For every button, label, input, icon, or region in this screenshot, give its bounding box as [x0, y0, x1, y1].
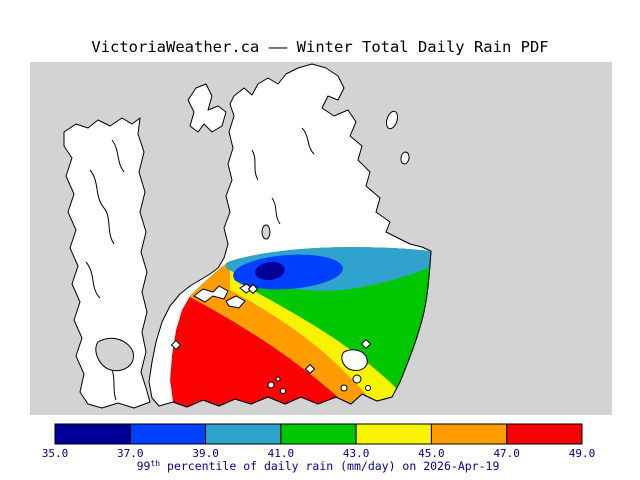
station-marker [304, 363, 316, 375]
colorbar-label-5: 45.0 [418, 447, 445, 460]
islet-1 [267, 381, 275, 389]
band-35-37 [255, 261, 285, 281]
colorbar-label-7: 49.0 [569, 447, 596, 460]
coast-details [193, 283, 371, 394]
colorbar-label-4: 43.0 [343, 447, 370, 460]
colorbar: 35.0 37.0 39.0 41.0 43.0 45.0 47.0 49.0 [42, 423, 596, 460]
river-line-2 [85, 261, 101, 299]
coastline-south [172, 250, 432, 408]
band-37-39 [233, 254, 343, 290]
creek-line-2 [271, 197, 281, 225]
basin-channel [111, 369, 117, 401]
station-markers [170, 283, 372, 375]
creek-line-3 [301, 127, 315, 155]
island-east-2 [400, 151, 410, 165]
map [30, 62, 612, 415]
colorbar-label-1: 37.0 [117, 447, 144, 460]
harbour-2 [225, 295, 246, 309]
colorbar-labels: 35.0 37.0 39.0 41.0 43.0 45.0 47.0 49.0 [42, 447, 596, 460]
colorbar-segment-4 [355, 423, 432, 445]
creek-line-1 [251, 149, 259, 181]
river-line-3 [111, 139, 125, 173]
caption-superscript: th [150, 459, 160, 468]
lake [261, 224, 271, 240]
caption: 99th percentile of daily rain (mm/day) o… [137, 459, 500, 473]
colorbar-segment-5 [430, 423, 508, 445]
plot-title: VictoriaWeather.ca —— Winter Total Daily… [91, 38, 548, 56]
sooke-basin [95, 337, 134, 372]
colorbar-label-2: 39.0 [192, 447, 219, 460]
colorbar-label-0: 35.0 [42, 447, 69, 460]
inland-detail [85, 127, 315, 401]
land-western [63, 117, 151, 409]
caption-rest: percentile of daily rain (mm/day) on 202… [160, 459, 499, 473]
colorbar-segment-3 [280, 423, 357, 445]
islet-3 [275, 376, 281, 382]
colorbar-segment-6 [506, 423, 583, 445]
se-island-3 [340, 384, 348, 392]
se-island-4 [365, 385, 371, 391]
islet-2 [280, 388, 286, 394]
island-east-1 [385, 110, 399, 130]
station-marker [247, 283, 259, 295]
station-marker [170, 339, 182, 351]
colorbar-segment-1 [129, 423, 207, 445]
colorbar-segment-2 [205, 423, 282, 445]
colorbar-label-3: 41.0 [268, 447, 295, 460]
colorbar-segment-0 [54, 423, 131, 445]
caption-base: 99 [137, 459, 151, 473]
se-island-1 [341, 349, 368, 371]
se-island-2 [352, 374, 362, 384]
harbour-1 [193, 285, 229, 303]
station-marker [360, 338, 372, 350]
colorbar-label-6: 47.0 [493, 447, 520, 460]
island-north [187, 83, 227, 133]
colorbar-segments [54, 423, 583, 445]
band-41-43 [234, 247, 431, 407]
river-line-1 [89, 169, 115, 245]
